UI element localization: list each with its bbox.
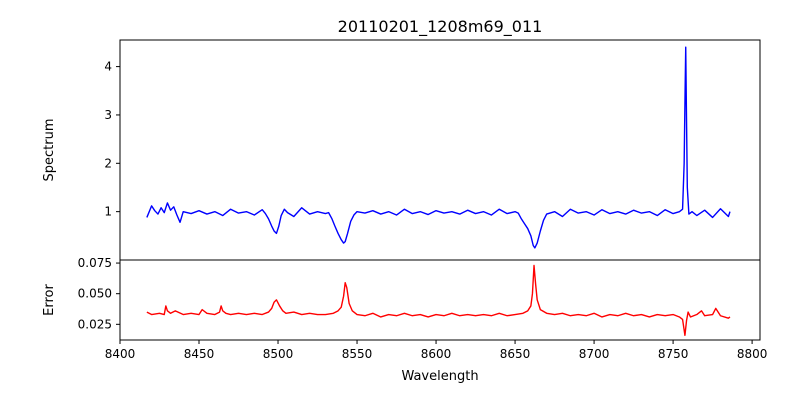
error-x-tick-label: 8500 [263, 347, 294, 361]
error-y-axis-label: Error [42, 284, 57, 316]
error-y-tick-label: 0.050 [78, 287, 112, 301]
error-x-tick-label: 8800 [737, 347, 768, 361]
spectrum-y-tick-label: 3 [104, 108, 112, 122]
error-x-axis-label: Wavelength [401, 369, 478, 384]
error-x-tick-label: 8450 [184, 347, 215, 361]
spectrum-series-line-0 [146, 46, 731, 249]
spectrum-y-axis-label: Spectrum [42, 119, 57, 182]
error-x-tick-label: 8750 [658, 347, 689, 361]
chart-title: 20110201_1208m69_011 [338, 17, 543, 37]
error-x-tick-label: 8400 [105, 347, 136, 361]
error-x-tick-label: 8550 [342, 347, 373, 361]
error-panel: 0.025 0.050 0.075 8400 8450 8500 8550 8600 8650 8… [42, 256, 767, 384]
error-series-line-0 [146, 264, 731, 337]
error-axes-frame [119, 259, 761, 341]
error-y-tick-label: 0.025 [78, 317, 112, 331]
error-x-tick-label: 8700 [579, 347, 610, 361]
error-y-tick-label: 0.075 [78, 256, 112, 270]
error-x-tick-label: 8650 [500, 347, 531, 361]
spectrum-y-tick-label: 1 [104, 205, 112, 219]
spectrum-y-tick-label: 2 [104, 156, 112, 170]
error-x-tick-label: 8600 [421, 347, 452, 361]
spectrum-y-tick-label: 4 [104, 60, 112, 74]
